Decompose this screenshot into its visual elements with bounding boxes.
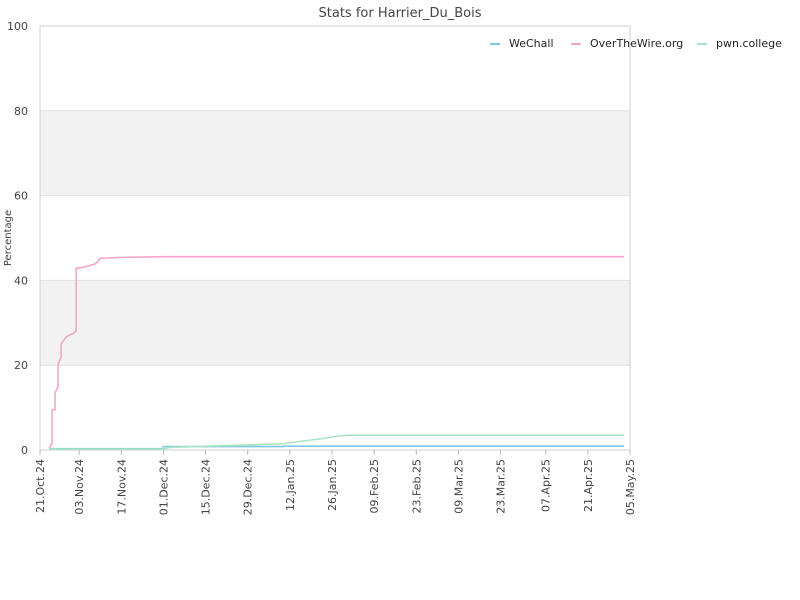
x-tick-label: 26.Jan.25 [326,459,339,511]
x-tick-label: 05.May.25 [624,459,637,515]
x-tick-label: 01.Dec.24 [157,459,170,515]
legend: WeChall OverTheWire.org pwn.college [490,37,782,50]
x-tick-label: 21.Oct.24 [34,459,47,513]
plot-band [40,110,630,196]
y-tick-label: 60 [14,190,28,203]
x-tick-label: 09.Mar.25 [452,459,465,514]
x-tick-label: 29.Dec.24 [242,459,255,515]
y-axis-label: Percentage [3,210,14,266]
x-tick-label: 07.Apr.25 [540,459,553,512]
series-line-wechall [49,445,624,450]
y-tick-label: 0 [21,444,28,457]
y-tick-label: 20 [14,359,28,372]
series-line-overthewire-org [48,255,624,449]
plot-band [40,280,630,366]
y-tick-label: 100 [7,20,28,33]
x-tick-label: 23.Feb.25 [410,459,423,513]
y-axis: 0 20 40 60 80 100 [7,20,28,457]
legend-label: OverTheWire.org [590,37,683,50]
series-line-pwn-college [49,434,624,450]
legend-label: WeChall [509,37,554,50]
gridlines [40,25,630,451]
x-tick-label: 03.Nov.24 [73,459,86,515]
y-tick-label: 40 [14,274,28,287]
x-tick-label: 21.Apr.25 [582,459,595,512]
series-lines [48,255,624,450]
y-tick-label: 80 [14,105,28,118]
x-tick-label: 23.Mar.25 [495,459,508,514]
x-axis: 21.Oct.24 03.Nov.24 17.Nov.24 01.Dec.24 15.D… [34,450,637,515]
x-tick-label: 12.Jan.25 [284,459,297,511]
x-tick-label: 15.Dec.24 [200,459,213,515]
x-tick-label: 17.Nov.24 [115,459,128,515]
legend-label: pwn.college [716,37,782,50]
chart-title: Stats for Harrier_Du_Bois [319,6,482,21]
plot-frame [39,25,631,451]
plot-background [40,110,630,366]
x-tick-label: 09.Feb.25 [368,459,381,513]
